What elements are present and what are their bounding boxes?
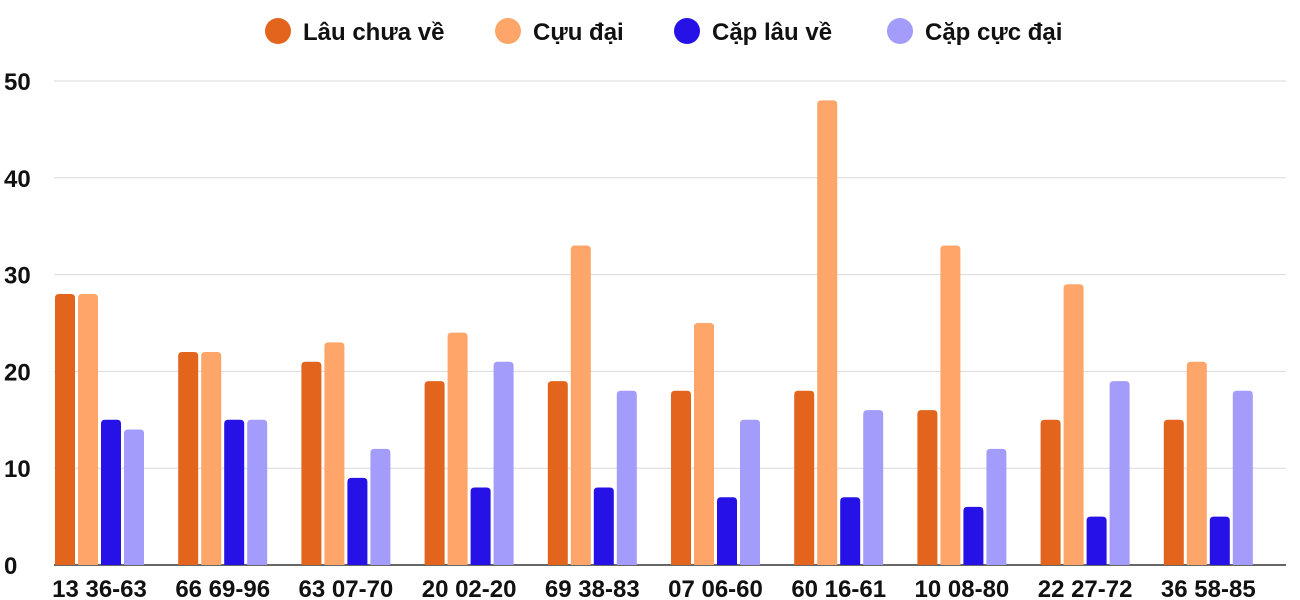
legend-marker [265, 18, 291, 44]
bar [201, 352, 222, 565]
x-axis: 13 36-63 66 69-96 63 07-70 20 02-20 69 38-83… [52, 576, 1256, 600]
bar [78, 293, 98, 565]
bar [470, 487, 491, 565]
bar [55, 293, 75, 565]
x-tick-label: 22 27-72 [1038, 576, 1133, 600]
bar [593, 487, 614, 565]
bar-group [1163, 361, 1253, 565]
y-tick-label: 10 [4, 456, 31, 483]
bar [1086, 516, 1107, 565]
legend-item: Cặp cực đại [887, 18, 1062, 46]
y-tick-label: 20 [4, 359, 31, 386]
bar [301, 361, 322, 565]
bar [917, 410, 938, 565]
bar [740, 419, 760, 565]
bar [347, 477, 368, 565]
x-tick-label: 10 08-80 [915, 576, 1010, 600]
x-tick-label: 36 58-85 [1161, 576, 1256, 600]
bar [424, 381, 445, 565]
bar-group [794, 100, 884, 566]
bar [1063, 284, 1084, 565]
bar [1040, 419, 1061, 565]
legend-label: Cựu đại [533, 19, 624, 46]
bar [370, 448, 391, 565]
bar [986, 448, 1007, 565]
bar [717, 497, 737, 565]
bar [840, 497, 861, 565]
bar-group [301, 342, 391, 565]
bar [324, 342, 345, 565]
x-tick-label: 63 07-70 [299, 576, 394, 600]
legend-marker [887, 18, 913, 44]
y-axis: 0 10 20 30 40 50 [4, 69, 31, 580]
legend-item: Cựu đại [495, 18, 624, 46]
legend-marker [674, 18, 700, 44]
bar [224, 419, 245, 565]
bar [101, 419, 121, 565]
x-tick-label: 07 06-60 [668, 576, 763, 600]
bar-group [917, 245, 1007, 565]
bar [1109, 381, 1130, 565]
y-tick-label: 30 [4, 263, 31, 290]
bar [124, 429, 144, 565]
bar [963, 506, 984, 565]
legend-label: Cặp cực đại [925, 19, 1062, 46]
x-tick-label: 66 69-96 [175, 576, 270, 600]
bar [1232, 390, 1253, 565]
bar [1163, 419, 1184, 565]
legend-item: Lâu chưa về [265, 18, 444, 46]
legend-marker [495, 18, 521, 44]
bar-group [547, 245, 637, 565]
bar [863, 410, 884, 565]
bar [447, 332, 468, 565]
bar [694, 323, 714, 565]
bar [940, 245, 961, 565]
x-tick-label: 69 38-83 [545, 576, 640, 600]
bar [547, 381, 568, 565]
legend-label: Cặp lâu về [712, 19, 832, 46]
bar-group [424, 332, 514, 565]
x-tick-label: 20 02-20 [422, 576, 517, 600]
bar [671, 390, 691, 565]
bar-group [1040, 284, 1130, 565]
x-tick-label: 13 36-63 [52, 576, 147, 600]
x-tick-label: 60 16-61 [791, 576, 886, 600]
bar [794, 390, 815, 565]
y-tick-label: 40 [4, 166, 31, 193]
legend-item: Cặp lâu về [674, 18, 832, 46]
bar [817, 100, 838, 566]
bars [55, 100, 1253, 566]
bar [616, 390, 637, 565]
bar [1186, 361, 1207, 565]
legend: Lâu chưa về Cựu đại Cặp lâu về Cặp cực đại [265, 18, 1062, 46]
y-tick-label: 50 [4, 69, 31, 96]
bar [493, 361, 514, 565]
bar-group [55, 293, 144, 565]
bar [570, 245, 591, 565]
bar [247, 419, 268, 565]
bar [1209, 516, 1230, 565]
legend-label: Lâu chưa về [303, 19, 444, 46]
bar [178, 352, 199, 565]
y-tick-label: 0 [4, 553, 17, 580]
bar-group [178, 352, 268, 565]
bar-group [671, 323, 760, 565]
